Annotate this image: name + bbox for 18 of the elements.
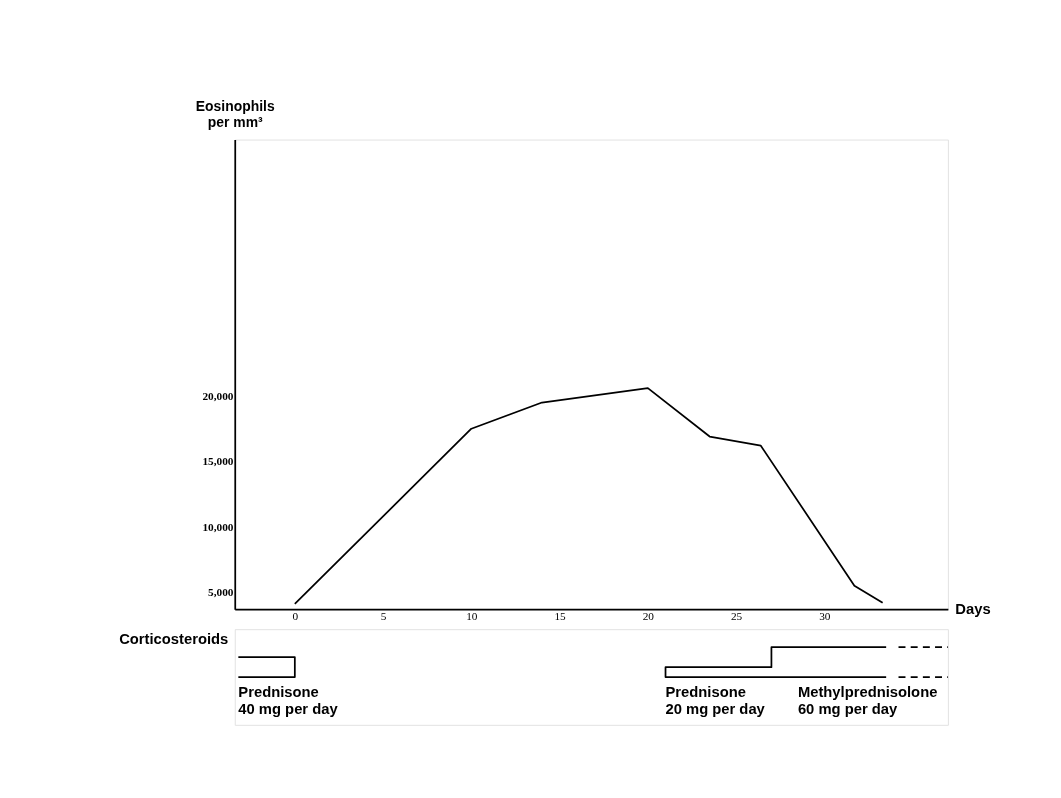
y-tick-label: 5,000	[208, 586, 234, 599]
y-tick-label: 10,000	[202, 520, 234, 533]
y-tick-label: 20,000	[202, 389, 234, 402]
x-tick-label: 25	[730, 610, 743, 623]
annotation: Methylprednisolone 60 mg per day	[797, 684, 938, 717]
x-axis-title: Days	[955, 601, 991, 618]
x-tick-label: 30	[819, 610, 831, 623]
annotation: Prednisone 20 mg per day	[665, 684, 766, 717]
x-tick-label: 20	[642, 610, 655, 623]
annotation: Prednisone 40 mg per day	[238, 684, 339, 717]
x-tick-label: 10	[466, 610, 478, 623]
y-tick-label: 15,000	[202, 455, 234, 468]
x-tick-label: 15	[554, 610, 567, 623]
line-series	[293, 387, 884, 605]
y-axis-title: Corticosteroids	[119, 631, 229, 648]
y-axis-title: Eosinophils per mm³	[195, 98, 275, 130]
x-tick-label: 5	[380, 610, 387, 623]
x-tick-label: 0	[292, 610, 299, 623]
